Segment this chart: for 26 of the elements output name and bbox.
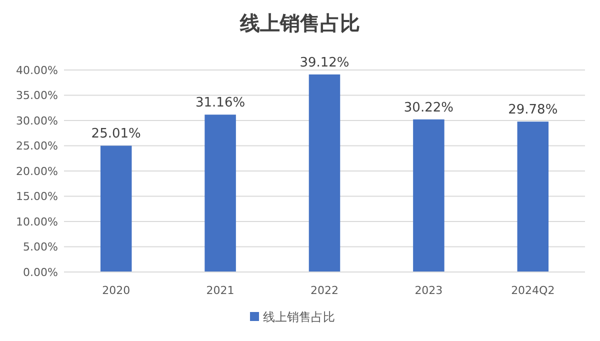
y-tick-label: 5.00% — [23, 240, 58, 254]
bar — [204, 114, 236, 272]
y-tick-label: 20.00% — [16, 164, 58, 178]
x-tick-label: 2022 — [310, 284, 338, 297]
y-tick-label: 0.00% — [23, 266, 58, 279]
chart-title: 线上销售占比 — [239, 11, 360, 35]
data-label: 39.12% — [300, 55, 350, 70]
bar — [413, 119, 444, 272]
bar — [100, 146, 132, 272]
legend-label: 线上销售占比 — [263, 310, 335, 324]
y-tick-label: 35.00% — [16, 89, 58, 102]
y-tick-label: 30.00% — [16, 114, 58, 128]
y-tick-label: 25.00% — [16, 140, 58, 153]
data-label: 25.01% — [91, 126, 141, 142]
data-label: 31.16% — [196, 96, 246, 111]
y-tick-label: 15.00% — [16, 190, 58, 204]
bar — [308, 74, 340, 272]
x-tick-label: 2020 — [102, 284, 130, 297]
y-tick-label: 40.00% — [16, 64, 58, 77]
y-tick-label: 10.00% — [16, 215, 58, 228]
bar — [517, 122, 549, 272]
data-label: 30.22% — [404, 100, 454, 116]
x-tick-label: 2024Q2 — [511, 284, 555, 297]
data-label: 29.78% — [508, 102, 558, 118]
x-tick-label: 2023 — [414, 284, 443, 297]
x-tick-label: 2021 — [206, 284, 234, 297]
